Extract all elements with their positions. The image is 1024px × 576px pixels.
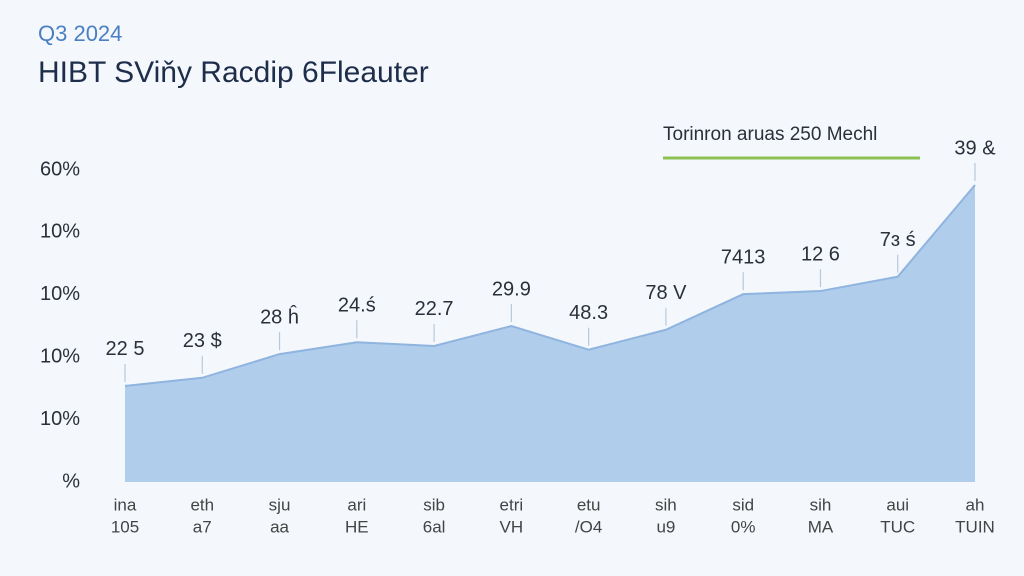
- x-tick-label: etu: [577, 495, 601, 514]
- area: [125, 184, 975, 482]
- data-annotation: 28 ĥ: [260, 304, 299, 328]
- x-tick-label: aa: [270, 517, 289, 536]
- x-tick-label: aui: [886, 495, 909, 514]
- data-annotation: 39 &: [954, 137, 996, 159]
- chart-title: HIBT SViňy Racdip 6Fleauter: [38, 56, 429, 89]
- x-tick-label: VH: [500, 517, 524, 536]
- data-annotation: 22 5: [106, 338, 145, 360]
- x-tick-label: 0%: [731, 517, 756, 536]
- chart-subtitle: Q3 2024: [38, 21, 122, 46]
- data-annotation: 29.9: [492, 278, 531, 300]
- y-tick-label: 60%: [40, 158, 80, 180]
- x-tick-label: /O4: [575, 517, 602, 536]
- x-tick-label: MA: [808, 517, 834, 536]
- y-tick-label: 10%: [40, 408, 80, 430]
- x-tick-label: a7: [193, 517, 212, 536]
- data-annotation: 12 6: [801, 243, 840, 265]
- x-tick-label: sid: [732, 495, 754, 514]
- x-tick-label: ari: [347, 495, 366, 514]
- x-tick-label: sib: [423, 495, 445, 514]
- x-tick-label: 105: [111, 517, 139, 536]
- data-annotation: 7ɜ ś: [880, 229, 916, 251]
- x-tick-label: ah: [966, 495, 985, 514]
- data-annotation: 7413: [721, 246, 766, 268]
- x-tick-label: ina: [114, 495, 137, 514]
- x-tick-label: sih: [810, 495, 832, 514]
- x-tick-label: HE: [345, 517, 369, 536]
- x-tick-label: etri: [500, 495, 524, 514]
- x-tick-label: TUIN: [955, 517, 995, 536]
- area-line: [124, 184, 976, 387]
- y-tick-label: 10%: [40, 221, 80, 243]
- legend-label: Torinron aruas 250 Mechl: [663, 124, 877, 145]
- y-tick-label: 10%: [40, 345, 80, 367]
- data-annotation: 23 $: [183, 330, 222, 352]
- data-annotation: 78 V: [645, 282, 687, 304]
- data-annotation: 24.ś: [338, 295, 376, 317]
- data-annotation: 48.3: [569, 302, 608, 324]
- x-tick-label: TUC: [880, 517, 915, 536]
- data-annotation: 22.7: [415, 298, 454, 320]
- y-tick-label: %: [62, 470, 80, 492]
- x-tick-label: 6al: [423, 517, 446, 536]
- y-tick-label: 10%: [40, 283, 80, 305]
- x-tick-label: sju: [269, 495, 291, 514]
- x-tick-label: sih: [655, 495, 677, 514]
- x-tick-label: u9: [656, 517, 675, 536]
- x-tick-label: eth: [190, 495, 214, 514]
